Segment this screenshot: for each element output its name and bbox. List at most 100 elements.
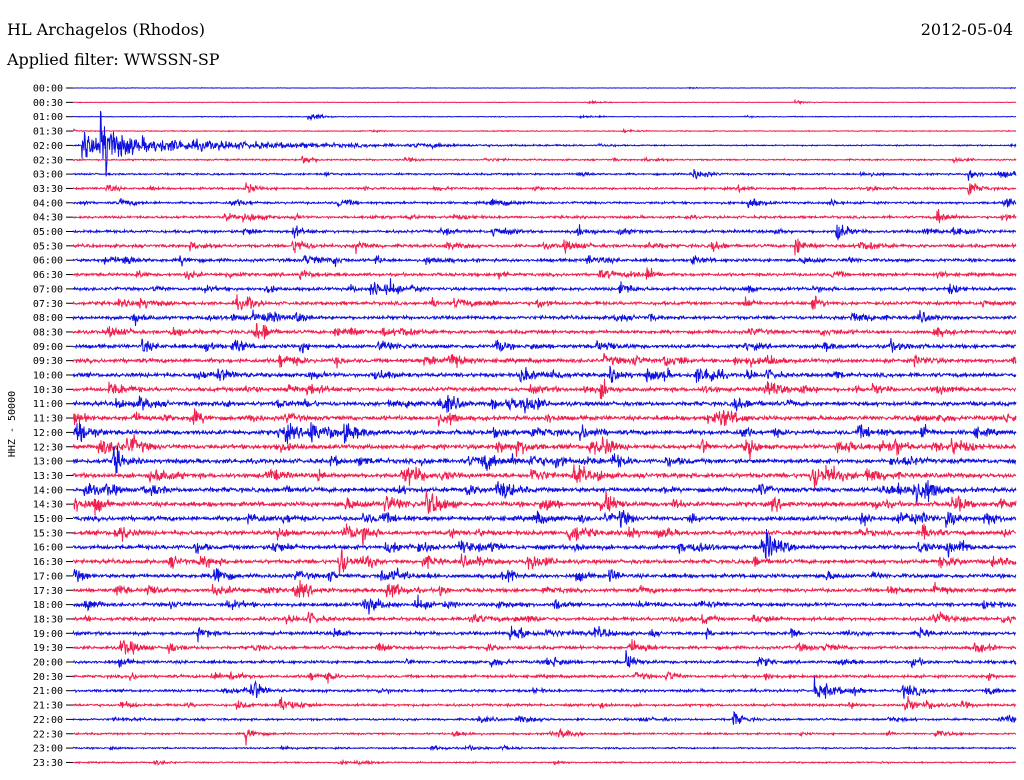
- row-time-label: 21:30: [33, 701, 63, 712]
- trace-row-0400: [72, 197, 1017, 209]
- row-time-label: 23:00: [33, 744, 63, 755]
- seismic-traces: [72, 86, 1017, 766]
- trace-row-0530: [72, 238, 1017, 256]
- row-time-label: 08:00: [33, 313, 63, 324]
- row-time-label: 10:30: [33, 385, 63, 396]
- row-time-label: 21:00: [33, 686, 63, 697]
- trace-row-0930: [72, 352, 1017, 369]
- trace-row-0700: [72, 278, 1017, 295]
- trace-row-1830: [72, 611, 1017, 625]
- trace-row-1600: [72, 528, 1017, 559]
- row-time-label: 05:00: [33, 227, 63, 238]
- trace-row-0200: [72, 110, 1017, 177]
- trace-row-2100: [72, 676, 1017, 699]
- trace-row-1130: [72, 407, 1017, 428]
- row-time-label: 10:00: [33, 371, 63, 382]
- trace-row-1900: [72, 625, 1017, 643]
- row-time-label: 20:00: [33, 658, 63, 669]
- row-time-label: 18:30: [33, 614, 63, 625]
- row-time-label: 04:00: [33, 198, 63, 209]
- row-time-label: 02:00: [33, 141, 63, 152]
- trace-row-2200: [72, 710, 1017, 725]
- trace-row-2130: [72, 696, 1017, 711]
- trace-row-0330: [72, 182, 1017, 196]
- row-time-label: 20:30: [33, 672, 63, 683]
- trace-row-1800: [72, 594, 1017, 615]
- row-time-label: 01:30: [33, 127, 63, 138]
- row-time-label: 00:30: [33, 98, 63, 109]
- trace-row-1030: [72, 378, 1017, 400]
- trace-row-0430: [72, 209, 1017, 224]
- row-time-label: 17:30: [33, 586, 63, 597]
- trace-row-0300: [72, 169, 1017, 181]
- row-time-label: 13:30: [33, 471, 63, 482]
- trace-row-1200: [72, 422, 1017, 444]
- trace-row-1930: [72, 639, 1017, 655]
- trace-row-1530: [72, 523, 1017, 547]
- row-time-label: 07:00: [33, 284, 63, 295]
- trace-row-2300: [72, 744, 1017, 752]
- trace-row-0030: [73, 98, 1017, 106]
- row-time-label: 22:30: [33, 729, 63, 740]
- row-time-label: 17:00: [33, 571, 63, 582]
- row-time-labels: 00:00 00:30 01:00 01:30 02:00 02:30 03:00 03:30…: [33, 84, 73, 769]
- date-label: 2012-05-04: [920, 20, 1013, 39]
- trace-row-1430: [72, 490, 1017, 516]
- row-time-label: 01:00: [33, 112, 63, 123]
- trace-row-1300: [72, 445, 1017, 474]
- row-time-label: 02:30: [33, 155, 63, 166]
- trace-row-0000: [73, 86, 1017, 90]
- trace-row-1700: [72, 567, 1017, 583]
- trace-row-0100: [72, 113, 1017, 122]
- row-time-label: 00:00: [33, 84, 63, 95]
- trace-row-0900: [72, 338, 1017, 354]
- row-time-label: 03:00: [33, 170, 63, 181]
- trace-row-1500: [72, 510, 1017, 528]
- row-time-label: 11:00: [33, 399, 63, 410]
- row-time-label: 18:00: [33, 600, 63, 611]
- row-time-label: 16:30: [33, 557, 63, 568]
- row-time-label: 03:30: [33, 184, 63, 195]
- row-time-label: 04:30: [33, 213, 63, 224]
- row-time-label: 16:00: [33, 543, 63, 554]
- trace-row-0630: [72, 267, 1017, 281]
- trace-row-2030: [72, 670, 1017, 684]
- trace-row-1400: [72, 480, 1017, 504]
- row-time-label: 11:30: [33, 414, 63, 425]
- row-time-label: 14:30: [33, 500, 63, 511]
- row-time-label: 12:00: [33, 428, 63, 439]
- row-time-label: 14:00: [33, 485, 63, 496]
- trace-row-0130: [72, 127, 1017, 134]
- trace-row-2330: [72, 758, 1017, 766]
- trace-row-0800: [72, 309, 1017, 327]
- row-time-label: 15:30: [33, 528, 63, 539]
- row-time-label: 15:00: [33, 514, 63, 525]
- trace-row-1230: [72, 434, 1017, 461]
- trace-row-0830: [72, 323, 1017, 340]
- trace-row-0600: [72, 254, 1017, 267]
- trace-row-1630: [72, 549, 1017, 577]
- row-time-label: 13:00: [33, 457, 63, 468]
- y-axis-label: HHZ - 50000: [7, 391, 18, 457]
- trace-row-1330: [72, 464, 1017, 489]
- row-time-label: 19:00: [33, 629, 63, 640]
- station-title: HL Archagelos (Rhodos): [7, 20, 205, 39]
- row-time-label: 05:30: [33, 241, 63, 252]
- row-time-label: 09:30: [33, 356, 63, 367]
- row-time-label: 22:00: [33, 715, 63, 726]
- trace-row-2230: [72, 728, 1017, 746]
- row-time-label: 09:00: [33, 342, 63, 353]
- trace-row-0500: [72, 224, 1017, 242]
- trace-row-2000: [72, 650, 1017, 669]
- trace-row-1730: [72, 580, 1017, 598]
- row-time-label: 23:30: [33, 758, 63, 769]
- trace-row-1100: [72, 394, 1017, 414]
- trace-row-1000: [72, 365, 1017, 384]
- trace-row-0730: [72, 294, 1017, 311]
- row-time-label: 12:30: [33, 442, 63, 453]
- row-time-label: 08:30: [33, 327, 63, 338]
- row-time-label: 06:30: [33, 270, 63, 281]
- row-time-label: 19:30: [33, 643, 63, 654]
- filter-label: Applied filter: WWSSN-SP: [7, 50, 220, 69]
